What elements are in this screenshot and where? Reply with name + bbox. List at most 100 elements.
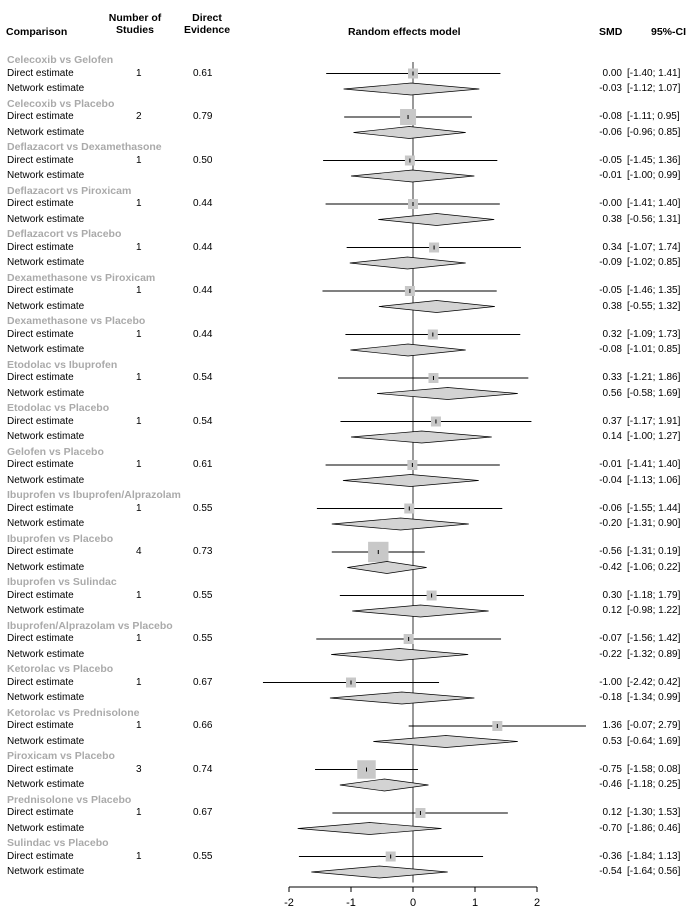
network-ci-value: [-1.13; 1.06]: [627, 474, 681, 486]
network-estimate-diamond: [373, 735, 518, 748]
comparison-label: Deflazacort vs Dexamethasone: [7, 141, 162, 153]
network-estimate-diamond: [353, 126, 466, 139]
network-smd-value: -0.22: [599, 648, 622, 660]
network-estimate-diamond: [311, 865, 448, 879]
number-of-studies: 1: [136, 415, 142, 427]
direct-ci-value: [-1.09; 1.73]: [627, 328, 681, 340]
network-estimate-diamond: [343, 82, 480, 96]
direct-evidence-value: 0.44: [193, 328, 213, 340]
direct-smd-value: 0.37: [602, 415, 622, 427]
network-estimate-label: Network estimate: [7, 431, 85, 442]
network-smd-value: -0.42: [599, 561, 622, 573]
direct-smd-value: -0.07: [599, 633, 622, 644]
network-smd-value: 0.38: [602, 300, 622, 312]
network-smd-value: 0.56: [602, 387, 622, 399]
direct-smd-value: -0.06: [599, 502, 622, 514]
direct-ci-value: [-1.18; 1.79]: [627, 589, 681, 601]
direct-estimate-label: Direct estimate: [7, 763, 74, 775]
direct-smd-value: 0.00: [602, 67, 622, 79]
comparison-label: Prednisolone vs Placebo: [7, 793, 132, 806]
number-of-studies: 1: [136, 807, 142, 818]
direct-ci-value: [-1.07; 1.74]: [627, 241, 681, 253]
direct-evidence-value: 0.79: [193, 111, 213, 122]
network-smd-value: 0.38: [602, 213, 622, 225]
direct-ci-value: [-1.55; 1.44]: [627, 502, 681, 514]
direct-ci-value: [-1.17; 1.91]: [627, 415, 681, 427]
direct-smd-value: 0.12: [602, 807, 622, 818]
network-ci-value: [-1.32; 0.89]: [627, 648, 681, 660]
x-tick-label: -1: [346, 897, 356, 909]
direct-estimate-label: Direct estimate: [7, 198, 74, 209]
comparison-label: Celecoxib vs Placebo: [7, 97, 115, 110]
network-estimate-label: Network estimate: [7, 692, 85, 703]
network-smd-value: 0.14: [602, 431, 622, 442]
direct-smd-value: -0.75: [599, 763, 622, 775]
comparison-label: Etodolac vs Placebo: [7, 402, 110, 414]
direct-smd-value: -0.00: [599, 198, 622, 209]
network-ci-value: [-1.00; 0.99]: [627, 170, 681, 181]
number-of-studies: 1: [136, 67, 142, 79]
number-of-studies: 1: [136, 850, 142, 862]
network-estimate-label: Network estimate: [7, 474, 85, 486]
direct-estimate-label: Direct estimate: [7, 111, 74, 122]
number-of-studies: 1: [136, 198, 142, 209]
network-ci-value: [-0.96; 0.85]: [627, 126, 681, 138]
comparison-label: Ketorolac vs Placebo: [7, 663, 114, 675]
direct-estimate-label: Direct estimate: [7, 241, 74, 253]
direct-evidence-value: 0.54: [193, 415, 213, 427]
network-estimate-diamond: [350, 169, 475, 183]
comparison-label: Deflazacort vs Piroxicam: [7, 184, 132, 197]
network-estimate-diamond: [377, 387, 518, 400]
network-smd-value: -0.70: [599, 822, 622, 834]
direct-smd-value: 0.33: [602, 372, 622, 383]
direct-ci-value: [-1.41; 1.40]: [627, 459, 681, 470]
direct-estimate-label: Direct estimate: [7, 807, 74, 818]
comparison-label: Deflazacort vs Placebo: [7, 228, 122, 240]
network-estimate-diamond: [331, 517, 469, 531]
direct-evidence-value: 0.50: [193, 154, 213, 166]
direct-evidence-value: 0.44: [193, 241, 213, 253]
network-smd-value: -0.09: [599, 257, 622, 268]
header-smd: SMD: [599, 26, 623, 38]
number-of-studies: 3: [136, 763, 142, 775]
direct-ci-value: [-0.07; 2.79]: [627, 720, 681, 731]
direct-ci-value: [-1.41; 1.40]: [627, 198, 681, 209]
direct-smd-value: -0.01: [599, 459, 622, 470]
direct-estimate-label: Direct estimate: [7, 67, 74, 79]
network-ci-value: [-0.58; 1.69]: [627, 387, 681, 399]
direct-smd-value: 0.34: [602, 241, 622, 253]
comparison-label: Ibuprofen vs Ibuprofen/Alprazolam: [7, 489, 181, 501]
network-ci-value: [-1.02; 0.85]: [627, 257, 681, 268]
comparison-label: Dexamethasone vs Placebo: [7, 315, 146, 327]
direct-estimate-label: Direct estimate: [7, 589, 74, 601]
comparison-label: Etodolac vs Ibuprofen: [7, 358, 118, 371]
direct-smd-value: -1.00: [599, 676, 622, 688]
network-ci-value: [-1.01; 0.85]: [627, 344, 681, 355]
direct-ci-value: [-1.45; 1.36]: [627, 154, 681, 166]
x-tick-label: 0: [410, 897, 416, 909]
number-of-studies: 1: [136, 633, 142, 644]
number-of-studies: 1: [136, 459, 142, 470]
x-tick-label: 2: [534, 897, 540, 909]
direct-smd-value: 1.36: [602, 720, 622, 731]
direct-ci-value: [-1.58; 0.08]: [627, 763, 681, 775]
number-of-studies: 1: [136, 720, 142, 731]
network-estimate-label: Network estimate: [7, 518, 85, 529]
network-estimate-label: Network estimate: [7, 605, 85, 616]
network-estimate-label: Network estimate: [7, 387, 85, 399]
network-smd-value: -0.54: [599, 866, 622, 877]
comparison-label: Gelofen vs Placebo: [7, 445, 104, 458]
direct-evidence-value: 0.66: [193, 720, 213, 731]
direct-smd-value: -0.05: [599, 285, 622, 296]
direct-estimate-label: Direct estimate: [7, 459, 74, 470]
network-estimate-label: Network estimate: [7, 561, 85, 573]
direct-estimate-label: Direct estimate: [7, 850, 74, 862]
direct-evidence-value: 0.73: [193, 546, 213, 557]
network-estimate-diamond: [339, 778, 429, 792]
x-tick-label: 1: [472, 897, 478, 909]
network-estimate-diamond: [349, 256, 466, 270]
direct-smd-value: 0.32: [602, 328, 622, 340]
direct-evidence-value: 0.55: [193, 502, 213, 514]
direct-estimate-label: Direct estimate: [7, 285, 74, 296]
network-smd-value: 0.12: [602, 605, 622, 616]
